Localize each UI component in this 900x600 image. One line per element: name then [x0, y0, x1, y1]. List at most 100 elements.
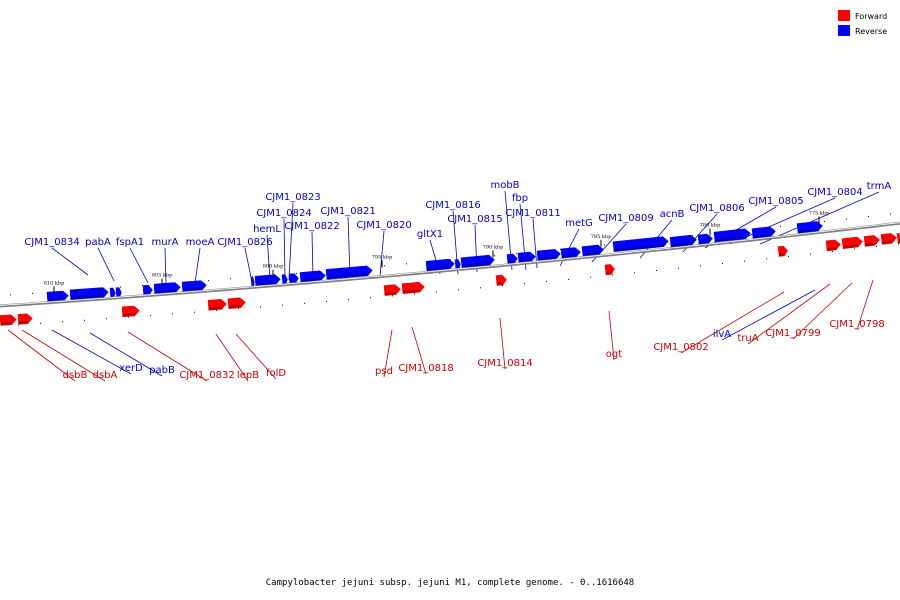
- gene-body: [581, 244, 604, 257]
- gene-body: [825, 239, 841, 252]
- gene-body: [254, 274, 281, 287]
- minor-tick: [216, 309, 217, 311]
- minor-tick: [656, 270, 657, 272]
- gene-shadow: [714, 235, 746, 243]
- minor-tick: [128, 316, 129, 318]
- gene-shadow: [881, 240, 893, 245]
- minor-tick: [370, 297, 371, 299]
- reverse-gene-26: [751, 226, 776, 239]
- gene-body: [880, 233, 897, 245]
- gene-body: [288, 273, 299, 285]
- minor-tick: [472, 257, 473, 259]
- reverse-gene-23: [669, 234, 697, 248]
- legend-label-forward: Forward: [855, 12, 887, 21]
- label-cjm1-0814: CJM1_0814: [477, 358, 532, 369]
- minor-tick: [502, 285, 503, 287]
- minor-tick: [362, 267, 363, 269]
- label-trma: trmA: [867, 181, 892, 192]
- gene-body: [115, 287, 122, 298]
- label-cjm1-0823: CJM1_0823: [265, 192, 320, 203]
- label-cjm1-0834: CJM1_0834: [24, 237, 79, 248]
- gene-body: [560, 247, 581, 260]
- forward-gene-9: [604, 264, 615, 276]
- gene-shadow: [208, 306, 222, 311]
- gene-body: [777, 245, 788, 257]
- minor-tick: [634, 272, 635, 274]
- minor-tick: [98, 288, 99, 290]
- label-cjm1-0821-connector: [347, 216, 351, 277]
- minor-tick: [340, 269, 341, 271]
- gene-body: [604, 264, 615, 276]
- reverse-gene-20: [560, 247, 581, 260]
- gene-body: [713, 228, 751, 243]
- backbone-highlight: [0, 222, 900, 306]
- gene-shadow: [778, 252, 785, 257]
- minor-tick: [876, 245, 877, 247]
- minor-tick: [758, 228, 759, 230]
- minor-tick: [76, 289, 77, 291]
- label-cjm1-0834-connector: [51, 247, 89, 276]
- reverse-gene-13: [325, 265, 373, 280]
- minor-tick: [868, 215, 869, 217]
- label-paba: pabA: [85, 237, 111, 248]
- gene-shadow: [70, 294, 104, 300]
- minor-tick: [414, 293, 415, 295]
- label-cjm1-0809: CJM1_0809: [598, 213, 653, 224]
- label-dsba: dsbA: [93, 370, 118, 381]
- forward-gene-2: [17, 313, 33, 325]
- minor-tick: [186, 281, 187, 283]
- minor-tick: [560, 248, 561, 250]
- minor-tick: [590, 276, 591, 278]
- gene-body: [299, 270, 326, 283]
- minor-tick: [802, 223, 803, 225]
- minor-tick: [194, 311, 195, 313]
- gene-shadow: [326, 272, 368, 280]
- gene-body: [69, 287, 109, 301]
- label-ilva-connector: [721, 289, 816, 341]
- minor-tick: [32, 292, 33, 294]
- scale-tick-label: 795 kbp: [372, 254, 393, 260]
- gene-body: [109, 287, 116, 299]
- label-pabb-connector: [89, 332, 163, 377]
- label-cjm1-0815: CJM1_0815: [447, 214, 502, 225]
- minor-tick: [678, 267, 679, 269]
- gene-shadow: [384, 291, 396, 296]
- reverse-gene-22: [612, 236, 669, 253]
- gene-shadow: [426, 266, 450, 272]
- minor-tick: [62, 321, 63, 323]
- minor-tick: [18, 324, 19, 326]
- label-cjm1-0805: CJM1_0805: [748, 196, 803, 207]
- minor-tick: [450, 259, 451, 261]
- reverse-gene-19: [536, 248, 561, 262]
- minor-tick: [260, 306, 261, 308]
- reverse-gene-12: [299, 270, 326, 283]
- gene-body: [227, 297, 246, 309]
- minor-tick: [546, 281, 547, 283]
- gene-body: [612, 236, 669, 253]
- minor-tick: [736, 230, 737, 232]
- minor-tick: [692, 235, 693, 237]
- minor-tick: [832, 250, 833, 252]
- label-cjm1-0811-connector: [532, 218, 538, 269]
- reverse-gene-14: [425, 258, 455, 272]
- minor-tick: [282, 304, 283, 306]
- gene-shadow: [461, 262, 490, 268]
- minor-tick: [744, 260, 745, 262]
- minor-tick: [890, 213, 891, 215]
- minor-tick: [700, 265, 701, 267]
- label-cjm1-0814-connector: [499, 317, 506, 370]
- minor-tick: [626, 242, 627, 244]
- reverse-gene-6: [153, 282, 181, 295]
- gene-body: [454, 259, 461, 270]
- minor-tick: [348, 299, 349, 301]
- forward-gene-1: [0, 314, 17, 326]
- label-cjm1-0811: CJM1_0811: [505, 208, 560, 219]
- minor-tick: [120, 286, 121, 288]
- reverse-gene-21: [581, 244, 604, 257]
- minor-tick: [670, 237, 671, 239]
- minor-tick: [54, 291, 55, 293]
- label-lepb-connector: [215, 333, 249, 382]
- minor-tick: [480, 287, 481, 289]
- label-cjm1-0820: CJM1_0820: [356, 220, 411, 231]
